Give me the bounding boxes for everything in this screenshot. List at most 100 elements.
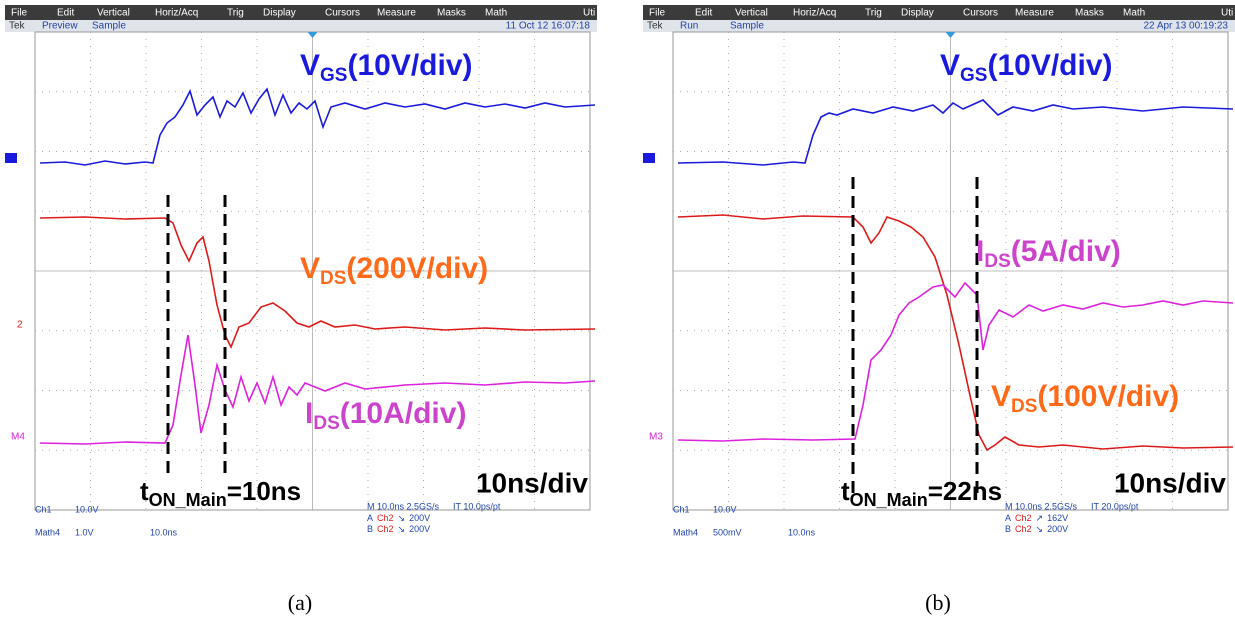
trigger-label: B [367, 524, 373, 534]
label-rest: (100V/div) [1037, 380, 1179, 413]
caption: (a) [288, 590, 312, 615]
trigger-level: 200V [1047, 524, 1068, 534]
label-rest: (10V/div) [347, 49, 472, 82]
label-subscript: ON_Main [850, 490, 928, 510]
math: Math4 [673, 527, 698, 537]
trigger-label: A [367, 513, 373, 523]
trigger-source: Ch2 [377, 524, 394, 534]
label-subscript: GS [320, 65, 347, 86]
math-time: 10.0ns [788, 527, 816, 537]
ch1-ground-marker [643, 153, 655, 163]
menu-item[interactable]: Trig [865, 8, 882, 19]
label-subscript: ON_Main [149, 490, 227, 510]
timebase-label: 10ns/div [1114, 467, 1226, 498]
menu-item[interactable]: Masks [437, 8, 466, 19]
math-marker: M4 [11, 432, 25, 443]
label-main: V [940, 49, 960, 82]
math-time: 10.0ns [150, 527, 178, 537]
menu-item[interactable]: Math [1123, 8, 1145, 19]
scope-screenshot: File Edit Vertical Horiz/Acq Trig Display Curs… [5, 5, 597, 615]
label-main: t [140, 476, 149, 506]
label-rest: =22ns [928, 476, 1002, 506]
menu-item[interactable]: Cursors [963, 8, 998, 19]
trigger-slope: ↘ [398, 524, 406, 534]
menu-item[interactable]: Measure [377, 8, 416, 19]
trigger-label: A [1005, 513, 1011, 523]
menu-bar [5, 5, 597, 20]
menu-item[interactable]: Masks [1075, 8, 1104, 19]
label-main: V [300, 49, 320, 82]
label-main: V [991, 380, 1011, 413]
trigger-readout: B Ch2 ↘200V [1005, 524, 1068, 534]
trigger-readout: A Ch2 ↗162V [1005, 513, 1068, 523]
label-rest: (10V/div) [987, 49, 1112, 82]
menu-item[interactable]: Trig [227, 8, 244, 19]
brand: Tek [647, 21, 664, 32]
trigger-label: B [1005, 524, 1011, 534]
label-rest: (200V/div) [346, 252, 488, 285]
ch1-ground-marker [5, 153, 17, 163]
trigger-slope: ↗ [1036, 513, 1044, 523]
label-subscript: DS [320, 268, 346, 289]
trigger-slope: ↘ [1036, 524, 1044, 534]
label-subscript: DS [1011, 396, 1037, 417]
brand: Tek [9, 21, 26, 32]
menu-item[interactable]: File [649, 8, 666, 19]
run-state: Run [680, 21, 698, 32]
trigger-level: 200V [409, 524, 430, 534]
label-rest: (5A/div) [1011, 235, 1121, 268]
figure: File Edit Vertical Horiz/Acq Trig Display Curs… [0, 0, 1235, 621]
run-state: Preview [42, 21, 78, 32]
label-main: I [976, 235, 984, 268]
trigger-slope: ↘ [398, 513, 406, 523]
math-scale: 1.0V [75, 527, 94, 537]
math-scale: 500mV [713, 527, 742, 537]
menu-item[interactable]: Uti [1221, 8, 1233, 19]
trigger-readout: A Ch2 ↘200V [367, 513, 430, 523]
menu-item[interactable]: Horiz/Acq [155, 8, 198, 19]
label-subscript: DS [313, 413, 339, 434]
trigger-readout: B Ch2 ↘200V [367, 524, 430, 534]
menu-item[interactable]: Math [485, 8, 507, 19]
menu-item[interactable]: Vertical [735, 8, 768, 19]
ch1-scale: 10.0V [713, 504, 737, 514]
math-marker: M3 [649, 432, 663, 443]
trigger-level: 200V [409, 513, 430, 523]
menu-item[interactable]: Edit [695, 8, 712, 19]
menu-item[interactable]: Uti [583, 8, 595, 19]
menu-item[interactable]: Display [901, 8, 934, 19]
caption: (b) [925, 590, 951, 615]
label-main: t [841, 476, 850, 506]
ch2-marker: 2 [17, 320, 23, 331]
label-subscript: DS [984, 251, 1010, 272]
scope-screenshot: File Edit Vertical Horiz/Acq Trig Display Curs… [643, 5, 1235, 615]
ch1-scale: 10.0V [75, 504, 99, 514]
menu-item[interactable]: Horiz/Acq [793, 8, 836, 19]
datetime: 11 Oct 12 16:07:18 [506, 21, 591, 32]
menu-item[interactable]: Measure [1015, 8, 1054, 19]
menu-item[interactable]: Display [263, 8, 296, 19]
horizontal-settings: M 10.0ns 2.5GS/s [367, 501, 440, 511]
acquisition: Sample [730, 21, 764, 32]
acquisition: Sample [92, 21, 126, 32]
ch1: Ch1 [673, 504, 690, 514]
menu-item[interactable]: File [11, 8, 28, 19]
menu-item[interactable]: Vertical [97, 8, 130, 19]
ch1: Ch1 [35, 504, 52, 514]
datetime: 22 Apr 13 00:19:23 [1143, 21, 1228, 32]
menu-item[interactable]: Cursors [325, 8, 360, 19]
label-rest: (10A/div) [340, 397, 467, 430]
menu-item[interactable]: Edit [57, 8, 74, 19]
label-main: I [305, 397, 313, 430]
record: IT 20.0ps/pt [1091, 501, 1139, 511]
timebase-label: 10ns/div [476, 467, 588, 498]
trigger-source: Ch2 [377, 513, 394, 523]
menu-bar [643, 5, 1235, 20]
trigger-level: 162V [1047, 513, 1068, 523]
label-subscript: GS [960, 65, 987, 86]
record: IT 10.0ps/pt [453, 501, 501, 511]
math: Math4 [35, 527, 60, 537]
trigger-source: Ch2 [1015, 513, 1032, 523]
trigger-source: Ch2 [1015, 524, 1032, 534]
horizontal-settings: M 10.0ns 2.5GS/s [1005, 501, 1078, 511]
